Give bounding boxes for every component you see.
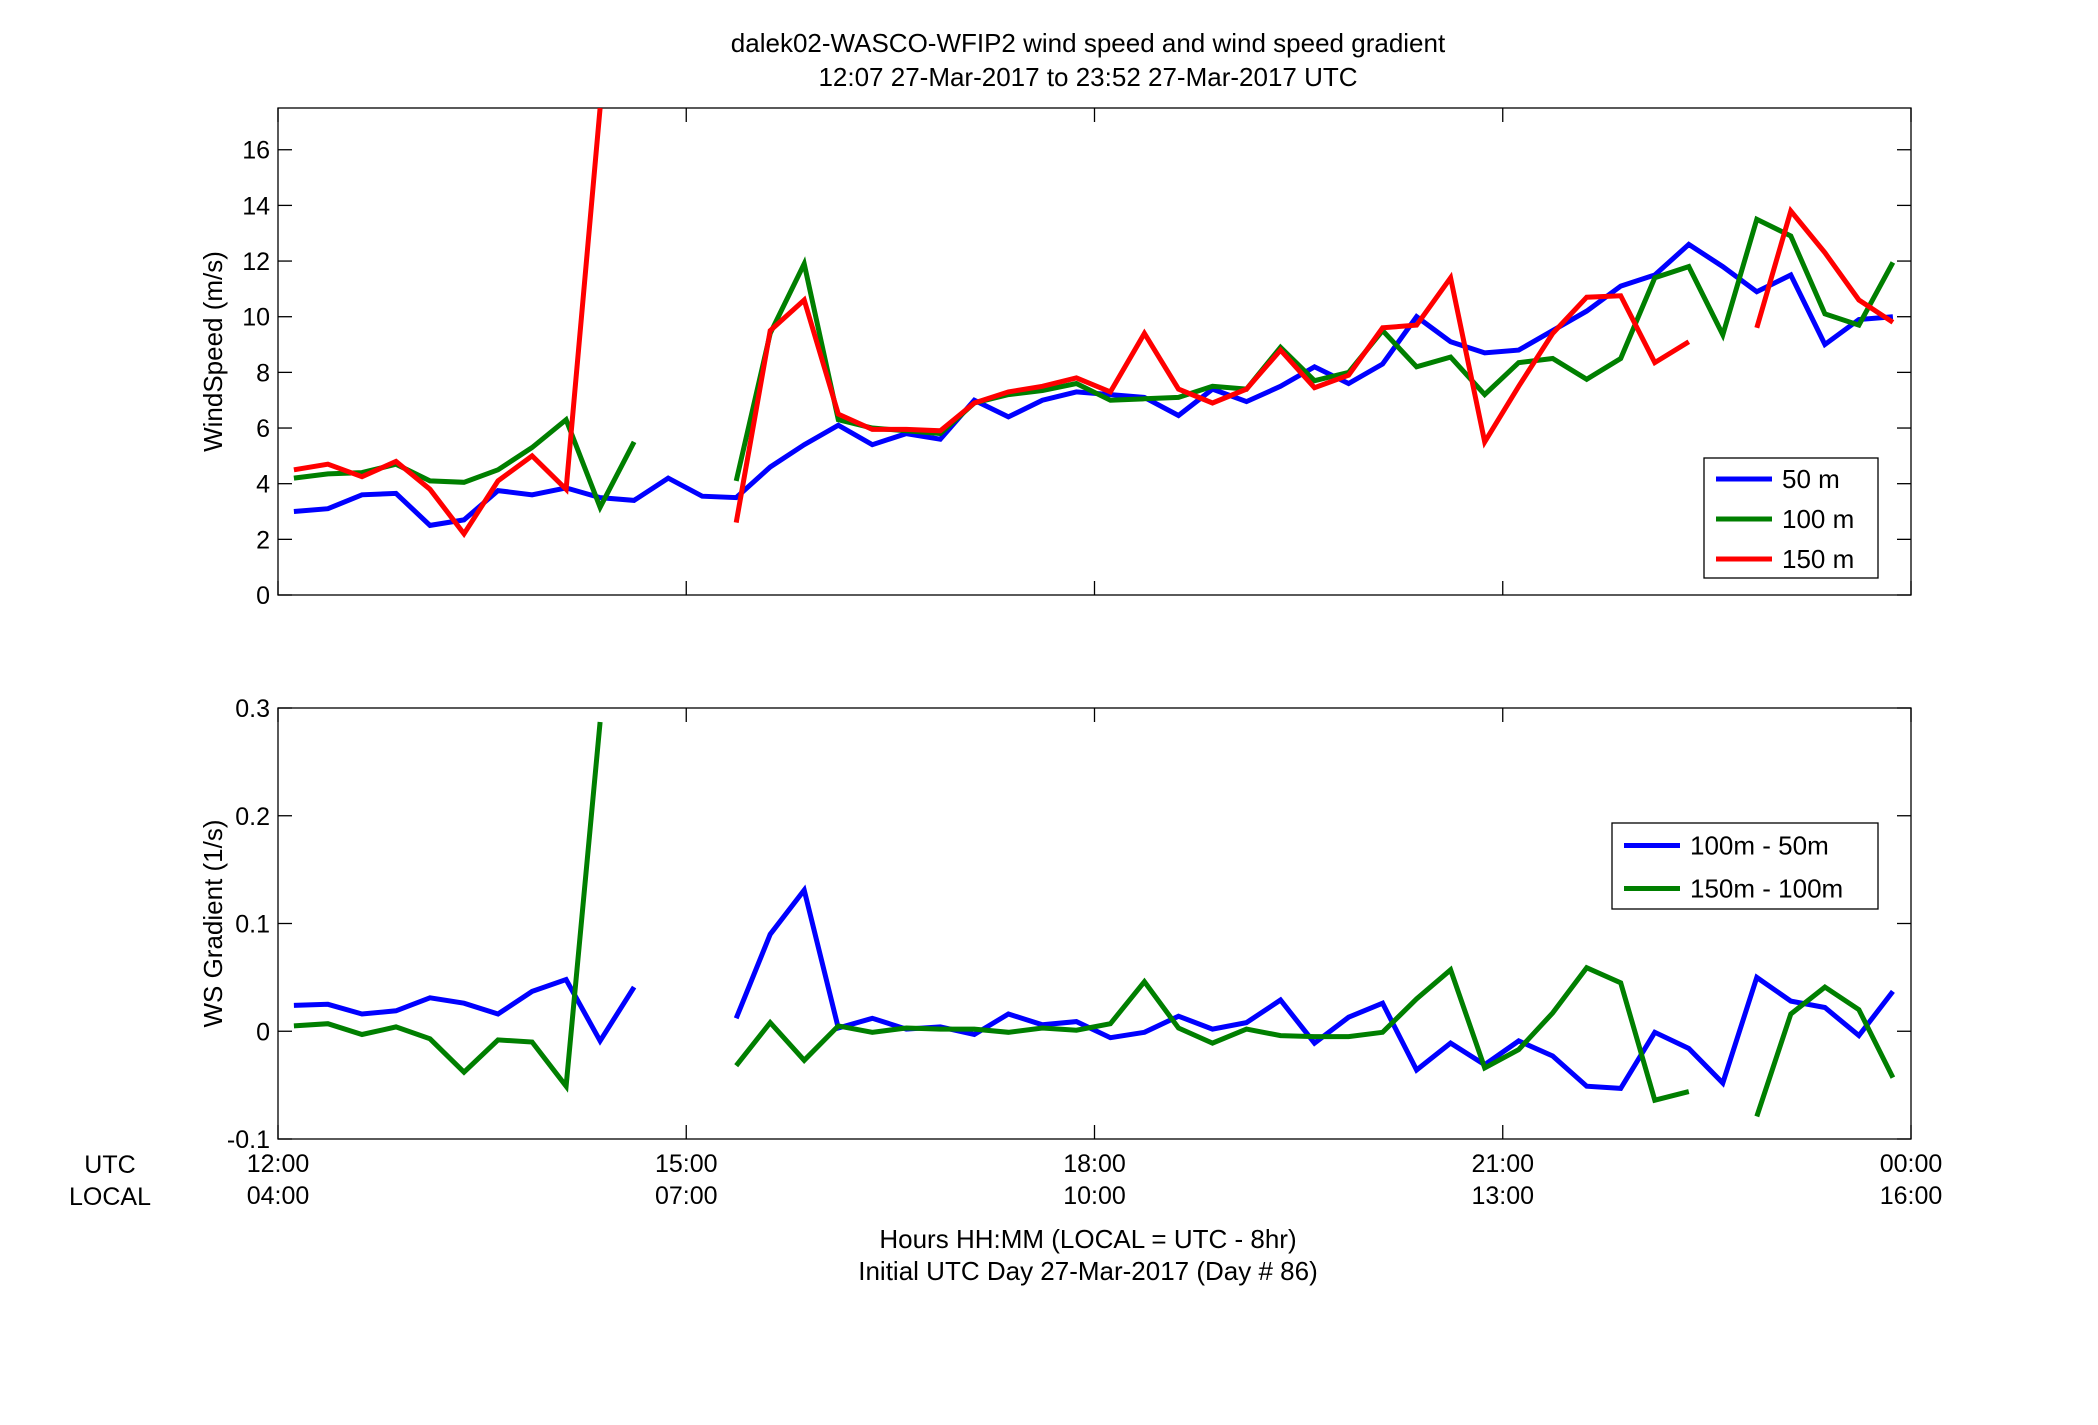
windspeed-ytick-label: 2 [256, 526, 270, 554]
local-row-label: LOCAL [69, 1183, 151, 1211]
chart-title-line2: 12:07 27-Mar-2017 to 23:52 27-Mar-2017 U… [818, 62, 1357, 92]
windspeed-legend-label: 100 m [1782, 504, 1854, 534]
gradient-legend: 100m - 50m 150m - 100m [1611, 822, 1879, 910]
gradient-ytick-label: 0.1 [235, 911, 270, 939]
gradient-plot: -0.1 0 0.1 0.2 0.3 12:00 04:00 15:00 07:00 18:00 1… [198, 695, 1942, 1210]
gradient-y-axis-label: WS Gradient (1/s) [198, 819, 228, 1027]
x-axis-label-line2: Initial UTC Day 27-Mar-2017 (Day # 86) [858, 1256, 1318, 1286]
chart-title-line1: dalek02-WASCO-WFIP2 wind speed and wind … [731, 28, 1446, 58]
windspeed-plot: 0 2 4 6 8 10 12 14 16 WindSpeed (m/s) 50 m 100 m 150… [198, 107, 1912, 610]
xtick-label-utc: 21:00 [1471, 1150, 1534, 1178]
windspeed-legend: 50 m 100 m 150 m [1703, 457, 1879, 579]
xtick-label-utc: 15:00 [655, 1150, 718, 1178]
windspeed-legend-label: 50 m [1782, 464, 1840, 494]
xtick-label-utc: 12:00 [247, 1150, 310, 1178]
gradient-ytick-label: 0 [256, 1018, 270, 1046]
windspeed-ytick-label: 14 [242, 192, 270, 220]
xtick-label-local: 16:00 [1880, 1182, 1943, 1210]
gradient-legend-label: 100m - 50m [1690, 831, 1829, 861]
xtick-label-utc: 00:00 [1880, 1150, 1943, 1178]
utc-row-label: UTC [84, 1151, 135, 1179]
xtick-label-utc: 18:00 [1063, 1150, 1126, 1178]
windspeed-ytick-label: 4 [256, 471, 270, 499]
xtick-label-local: 13:00 [1471, 1182, 1534, 1210]
windspeed-ytick-label: 16 [242, 137, 270, 165]
windspeed-series-line-3 [293, 108, 1895, 539]
windspeed-ytick-label: 6 [256, 415, 270, 443]
windspeed-ytick-label: 8 [256, 359, 270, 387]
windspeed-ytick-label: 10 [242, 304, 270, 332]
windspeed-ytick-label: 12 [242, 248, 270, 276]
gradient-ytick-label: 0.2 [235, 803, 270, 831]
x-axis-label-line1: Hours HH:MM (LOCAL = UTC - 8hr) [879, 1224, 1296, 1254]
gradient-legend-box [1611, 822, 1879, 910]
gradient-ytick-label: -0.1 [227, 1126, 270, 1154]
xtick-label-local: 07:00 [655, 1182, 718, 1210]
gradient-ytick-label: 0.3 [235, 695, 270, 723]
xtick-label-local: 04:00 [247, 1182, 310, 1210]
xtick-label-local: 10:00 [1063, 1182, 1126, 1210]
gradient-series-line-2 [293, 721, 1896, 1118]
gradient-legend-label: 150m - 100m [1690, 874, 1843, 904]
windspeed-y-axis-label: WindSpeed (m/s) [198, 251, 228, 452]
windspeed-ytick-label: 0 [256, 582, 270, 610]
windspeed-legend-label: 150 m [1782, 544, 1854, 574]
